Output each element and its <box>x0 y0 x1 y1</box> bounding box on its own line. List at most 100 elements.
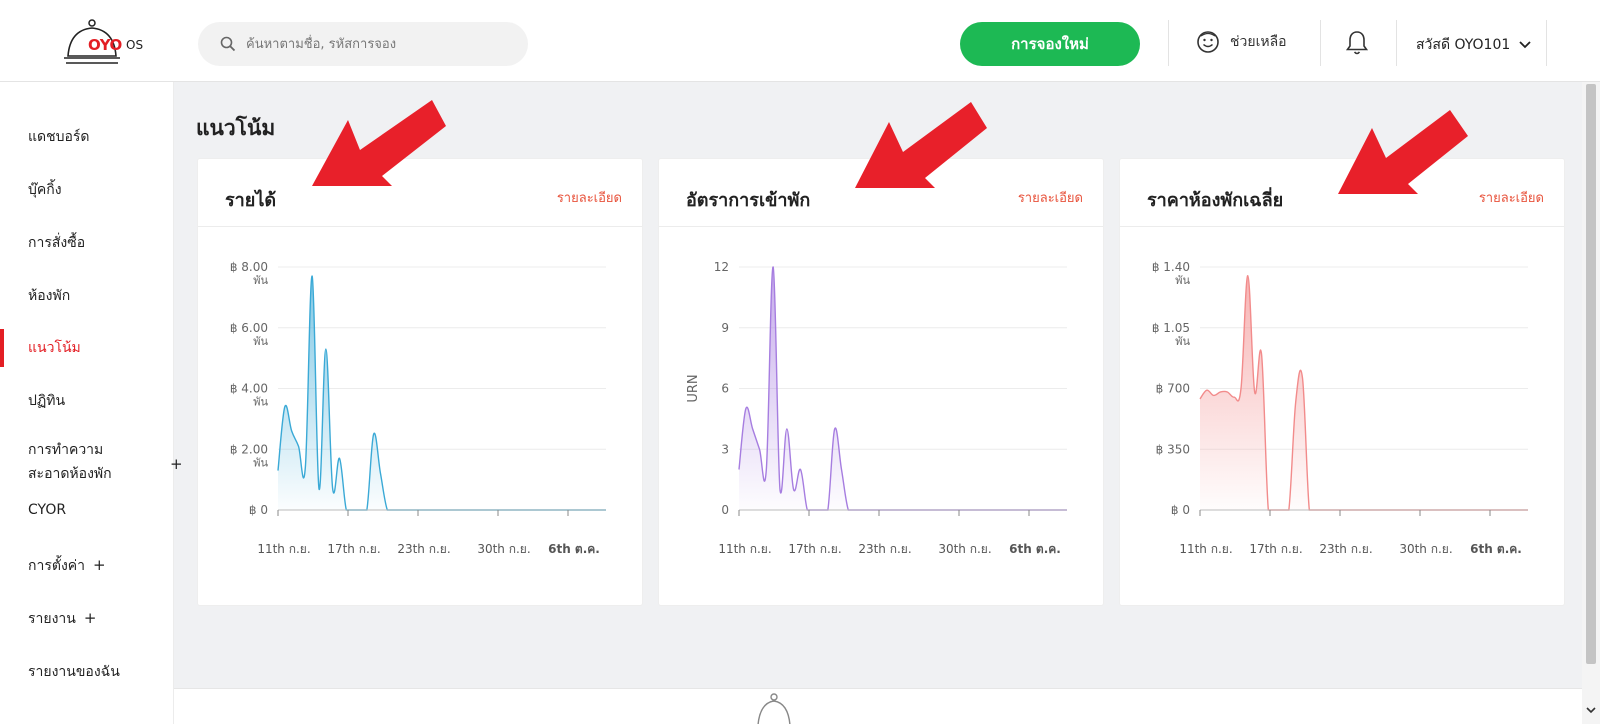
series-area <box>1200 275 1528 510</box>
sidebar-item-label: แดชบอร์ด <box>28 129 90 145</box>
x-tick-label: 17th ก.ย. <box>788 542 841 556</box>
sidebar-item-label: รายงาน <box>28 611 76 627</box>
oyo-logo[interactable]: OYO OS <box>62 18 152 68</box>
y-tick-label: ฿ 2.00 <box>230 442 268 456</box>
user-greeting: สวัสดี OYO101 <box>1416 37 1511 53</box>
active-indicator <box>0 430 4 468</box>
x-tick-label: 11th ก.ย. <box>257 542 310 556</box>
y-tick-unit: พัน <box>253 456 268 469</box>
scrollbar[interactable] <box>1582 82 1600 724</box>
top-header: OYO OS การจองใหม่ ช่วยเหลือ สวัสดี OYO10… <box>0 0 1600 82</box>
logo-text: OYO <box>88 36 122 54</box>
help-button[interactable]: ช่วยเหลือ <box>1196 30 1287 54</box>
expand-plus-icon[interactable]: + <box>170 455 183 473</box>
page-title: แนวโน้ม <box>196 116 276 140</box>
divider <box>1168 20 1169 66</box>
sidebar-item[interactable]: รายงานของฉัน <box>0 661 174 683</box>
logo-suffix: OS <box>126 38 144 52</box>
bell-icon[interactable] <box>1345 30 1369 56</box>
y-tick-label: 3 <box>721 442 729 456</box>
active-indicator <box>0 494 4 532</box>
y-tick-label: 12 <box>714 260 729 274</box>
revenue-chart: ฿ 0฿ 2.00พัน฿ 4.00พัน฿ 6.00พัน฿ 8.00พัน1… <box>230 260 606 556</box>
sidebar-item[interactable]: การตั้งค่า + <box>0 555 174 577</box>
details-link[interactable]: รายละเอียด <box>1478 191 1544 206</box>
y-tick-label: ฿ 700 <box>1156 382 1190 396</box>
x-tick-label: 6th ต.ค. <box>1470 542 1522 556</box>
sidebar-item[interactable]: ปฏิทิน <box>0 390 174 412</box>
sidebar: แดชบอร์ดบุ๊คกิ้งการสั่งซื้อห้องพักแนวโน้… <box>0 82 183 724</box>
card-header: ราคาห้องพักเฉลี่ย รายละเอียด <box>1120 159 1564 227</box>
divider <box>1546 20 1547 66</box>
x-tick-label: 17th ก.ย. <box>1249 542 1302 556</box>
sidebar-item-label: สะอาดห้องพัก <box>28 466 112 482</box>
sidebar-item[interactable]: รายงาน + <box>0 608 174 630</box>
active-indicator <box>0 600 4 638</box>
y-axis-label: URN <box>686 374 701 402</box>
active-indicator <box>0 329 4 367</box>
sidebar-item-label: รายงานของฉัน <box>28 664 120 680</box>
sidebar-item[interactable]: แดชบอร์ด <box>0 126 174 148</box>
sidebar-item[interactable]: แนวโน้ม <box>0 329 174 367</box>
y-tick-label: 0 <box>721 503 729 517</box>
y-tick-label: ฿ 1.40 <box>1152 260 1190 274</box>
y-tick-label: ฿ 4.00 <box>230 382 268 396</box>
y-tick-label: ฿ 0 <box>1171 503 1190 517</box>
new-booking-button[interactable]: การจองใหม่ <box>960 22 1140 66</box>
card-header: อัตราการเข้าพัก รายละเอียด <box>659 159 1103 227</box>
search-input[interactable] <box>246 22 516 66</box>
card-header: รายได้ รายละเอียด <box>198 159 642 227</box>
x-tick-label: 11th ก.ย. <box>1179 542 1232 556</box>
expand-plus-icon[interactable]: + <box>83 609 97 627</box>
expand-plus-icon[interactable]: + <box>93 556 106 574</box>
search-icon <box>220 36 236 52</box>
x-tick-label: 23th ก.ย. <box>397 542 450 556</box>
cloche-icon <box>757 693 791 724</box>
y-tick-label: ฿ 8.00 <box>230 260 268 274</box>
details-link[interactable]: รายละเอียด <box>1017 191 1083 206</box>
x-tick-label: 30th ก.ย. <box>477 542 530 556</box>
y-tick-label: ฿ 6.00 <box>230 321 268 335</box>
card-title: ราคาห้องพักเฉลี่ย <box>1147 190 1284 211</box>
y-tick-unit: พัน <box>1175 335 1190 348</box>
sidebar-item-label: การสั่งซื้อ <box>28 235 86 251</box>
x-tick-label: 23th ก.ย. <box>1319 542 1372 556</box>
card-title: รายได้ <box>225 190 277 211</box>
scrollbar-thumb[interactable] <box>1586 84 1596 664</box>
scroll-arrow-icon[interactable] <box>1586 706 1596 714</box>
active-indicator <box>0 382 4 420</box>
user-menu[interactable]: สวัสดี OYO101 <box>1416 34 1532 56</box>
active-indicator <box>0 653 4 691</box>
y-tick-label: ฿ 1.05 <box>1152 321 1190 335</box>
revenue-card: รายได้ รายละเอียด ฿ 0 ฿ 2.00 พัน฿ 4.00 พัน฿… <box>197 158 643 606</box>
y-tick-label: ฿ 0 <box>249 503 268 517</box>
x-tick-label: 6th ต.ค. <box>548 542 600 556</box>
avg-room-price-card: ราคาห้องพักเฉลี่ย รายละเอียด ฿ 0 ฿ 350 ฿ 7… <box>1119 158 1565 606</box>
annotation-arrow <box>312 100 446 186</box>
divider <box>1396 20 1397 66</box>
search-box[interactable] <box>198 22 528 66</box>
active-indicator <box>0 118 4 156</box>
y-tick-label: 6 <box>721 382 729 396</box>
sidebar-item[interactable]: CYOR <box>0 502 174 518</box>
x-tick-label: 6th ต.ค. <box>1009 542 1061 556</box>
active-indicator <box>0 224 4 262</box>
smiley-icon <box>1197 31 1219 53</box>
y-tick-unit: พัน <box>253 335 268 348</box>
sidebar-item-label: แนวโน้ม <box>28 340 81 356</box>
x-tick-label: 11th ก.ย. <box>718 542 771 556</box>
x-tick-label: 30th ก.ย. <box>1399 542 1452 556</box>
annotation-arrow <box>1338 110 1468 194</box>
occupancy-card: อัตราการเข้าพัก รายละเอียด 0 3 6 9 12 URN 11th… <box>658 158 1104 606</box>
sidebar-item[interactable]: ห้องพัก <box>0 285 174 307</box>
occupancy-chart: 0 3 6 9 12 URN 11th ก.ย. 17th ก.ย. 23th ก.ย. 30th… <box>686 260 1067 556</box>
sidebar-item[interactable]: บุ๊คกิ้ง <box>0 179 174 201</box>
sidebar-item[interactable]: การทำความ สะอาดห้องพัก + <box>0 438 183 486</box>
y-tick-label: 9 <box>721 321 729 335</box>
sidebar-item[interactable]: การสั่งซื้อ <box>0 232 174 254</box>
x-tick-label: 30th ก.ย. <box>938 542 991 556</box>
sidebar-item-label: CYOR <box>28 502 67 518</box>
details-link[interactable]: รายละเอียด <box>556 191 622 206</box>
card-title: อัตราการเข้าพัก <box>686 190 811 211</box>
